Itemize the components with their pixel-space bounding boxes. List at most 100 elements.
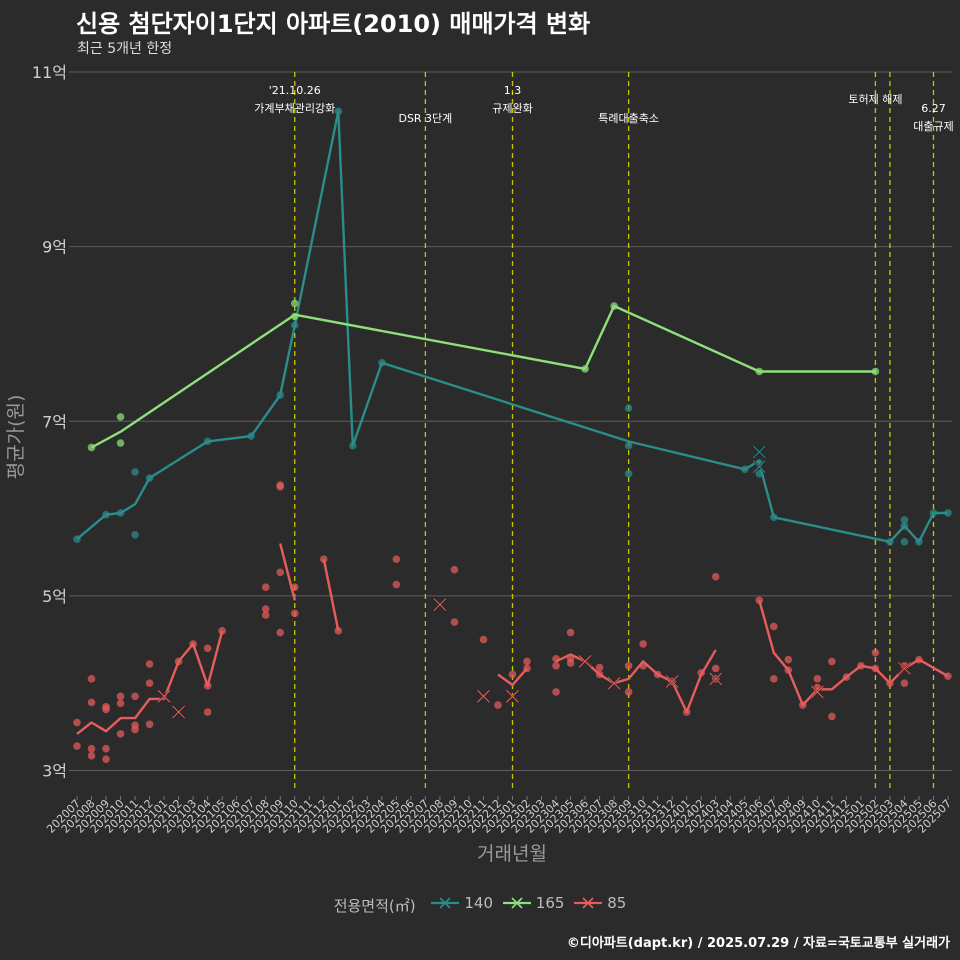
series-line-85 xyxy=(322,558,340,632)
cancelled-marker-85 xyxy=(433,597,447,612)
data-point-140 xyxy=(624,469,633,478)
data-point-85 xyxy=(203,644,212,653)
y-tick-label: 3억 xyxy=(42,762,67,781)
data-point-85 xyxy=(450,565,459,574)
legend-swatch-140 xyxy=(431,897,460,909)
chart-title: 신용 첨단자이1단지 아파트(2010) 매매가격 변화 xyxy=(76,10,591,38)
data-point-85 xyxy=(711,572,720,581)
data-point-85 xyxy=(116,730,125,738)
data-point-85 xyxy=(87,751,96,760)
data-point-85 xyxy=(73,742,81,750)
data-point-85 xyxy=(552,661,560,670)
event-label: 대출규제 xyxy=(913,120,953,133)
source-caption: ©디아파트(dapt.kr) / 2025.07.29 / 자료=국토교통부 실… xyxy=(566,936,950,951)
cancelled-marker-85 xyxy=(171,705,186,719)
series-line-140 xyxy=(76,110,948,543)
data-point-85 xyxy=(261,583,270,591)
legend-swatch-85 xyxy=(574,897,603,909)
series-layer xyxy=(73,107,952,763)
data-point-165 xyxy=(116,413,125,421)
series-140 xyxy=(73,107,952,546)
data-point-85 xyxy=(813,675,822,683)
data-point-85 xyxy=(276,628,285,637)
cancelled-marker-85 xyxy=(665,674,679,689)
legend-item-85: 85 xyxy=(573,894,626,912)
data-point-85 xyxy=(755,596,764,605)
data-point-85 xyxy=(508,670,517,679)
cancelled-marker-140 xyxy=(752,445,766,459)
data-point-165 xyxy=(116,439,125,447)
event-label: DSR 3단계 xyxy=(398,112,452,125)
data-point-85 xyxy=(131,725,139,734)
legend-swatch-165 xyxy=(502,897,531,909)
series-line-85 xyxy=(279,543,296,601)
cancelled-marker-85 xyxy=(505,689,520,704)
cancelled-marker-85 xyxy=(157,689,171,704)
event-label: 규제완화 xyxy=(492,102,532,115)
data-point-85 xyxy=(102,755,110,763)
data-point-85 xyxy=(276,481,285,489)
data-point-140 xyxy=(900,537,909,546)
data-point-140 xyxy=(900,516,909,524)
data-point-140 xyxy=(131,530,139,539)
data-point-85 xyxy=(145,660,154,668)
event-label: 1.3 xyxy=(504,84,522,97)
legend-label-85: 85 xyxy=(607,894,627,912)
chart-subtitle: 최근 5개년 한정 xyxy=(77,41,173,57)
data-point-85 xyxy=(261,605,270,613)
data-point-85 xyxy=(566,659,575,667)
data-point-85 xyxy=(145,679,154,688)
event-label: 6.27 xyxy=(921,102,946,115)
data-point-85 xyxy=(73,718,81,727)
event-label: 특례대출축소 xyxy=(598,112,659,125)
x-axis-label: 거래년월 xyxy=(477,843,547,865)
grid xyxy=(69,71,952,772)
cancelled-marker-85 xyxy=(897,661,912,676)
data-point-85 xyxy=(552,688,560,696)
data-point-165 xyxy=(871,367,880,376)
y-tick-label: 9억 xyxy=(42,238,67,257)
series-line-85 xyxy=(555,649,717,714)
data-point-85 xyxy=(145,720,154,729)
data-point-140 xyxy=(131,468,139,476)
data-point-85 xyxy=(624,688,633,696)
data-point-85 xyxy=(828,712,836,721)
data-point-85 xyxy=(450,618,459,626)
cancelled-marker-85 xyxy=(810,685,825,699)
data-point-85 xyxy=(116,692,125,701)
data-point-85 xyxy=(770,622,778,631)
x-axis-ticks: 2020072020082020092020102020112020122021… xyxy=(44,796,954,836)
data-point-85 xyxy=(131,692,139,701)
event-label: 토허제 해제 xyxy=(848,92,902,106)
data-point-85 xyxy=(276,568,285,577)
legend-label-165: 165 xyxy=(535,894,565,912)
data-point-85 xyxy=(523,657,531,666)
series-line-85 xyxy=(497,667,528,687)
data-point-85 xyxy=(87,744,96,753)
data-point-85 xyxy=(392,580,401,589)
data-point-85 xyxy=(494,701,502,709)
series-165 xyxy=(87,299,880,452)
data-point-85 xyxy=(87,698,96,707)
event-label: '21.10.26 xyxy=(269,84,321,97)
series-line-165 xyxy=(90,304,876,449)
y-tick-label: 7억 xyxy=(42,412,67,431)
legend-item-140: 140 xyxy=(430,894,493,912)
cancelled-marker-85 xyxy=(578,654,592,669)
cancelled-marker-85 xyxy=(709,672,723,686)
data-point-85 xyxy=(203,708,212,716)
data-point-85 xyxy=(639,640,647,648)
y-tick-label: 5억 xyxy=(42,587,67,606)
data-point-85 xyxy=(566,628,575,637)
cancelled-marker-85 xyxy=(476,689,491,704)
data-point-85 xyxy=(828,657,836,666)
y-tick-label: 11억 xyxy=(32,63,67,82)
data-point-85 xyxy=(770,675,778,683)
data-point-85 xyxy=(711,664,720,673)
data-point-85 xyxy=(102,744,110,753)
data-point-165 xyxy=(290,299,299,308)
y-axis-ticks: 3억 5억 7억 9억 11억 xyxy=(32,63,67,781)
data-point-85 xyxy=(87,675,96,683)
legend-title: 전용면적(㎡) xyxy=(333,897,416,915)
